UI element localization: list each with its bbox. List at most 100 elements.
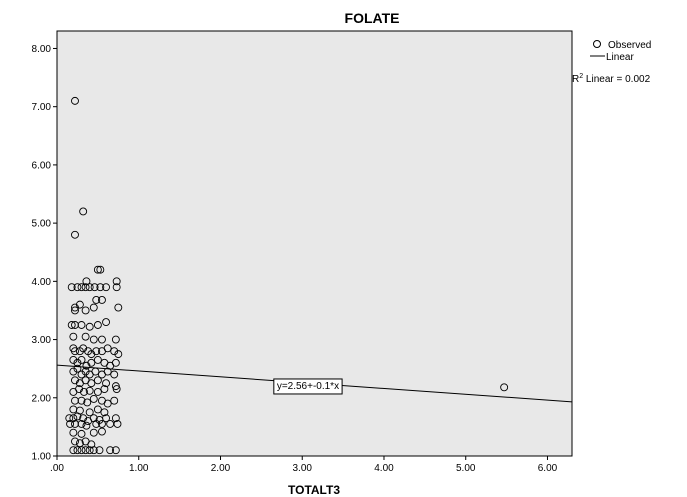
y-tick-label: 8.00 <box>32 44 52 55</box>
data-point <box>89 428 98 437</box>
legend-r2-label: R2 Linear = 0.002 <box>572 73 651 85</box>
y-tick-label: 5.00 <box>32 219 52 230</box>
data-point <box>92 420 101 428</box>
data-point <box>112 385 121 393</box>
data-point <box>114 350 123 359</box>
data-point <box>113 420 122 428</box>
legend-r2-sup: 2 <box>579 73 583 80</box>
data-point <box>77 370 86 379</box>
legend-r2-prefix: R <box>572 74 579 85</box>
data-point <box>89 335 98 344</box>
data-point <box>102 414 110 423</box>
data-point <box>98 335 106 344</box>
data-point <box>69 332 78 341</box>
data-point <box>82 277 91 286</box>
x-tick-label: 2.00 <box>211 463 231 474</box>
data-point <box>111 446 120 455</box>
data-point <box>71 321 79 329</box>
data-point <box>77 420 86 428</box>
data-point <box>71 306 79 315</box>
data-point <box>98 427 106 436</box>
data-point <box>67 321 76 329</box>
data-point <box>85 283 94 292</box>
data-point <box>73 446 82 455</box>
data-point <box>77 321 86 329</box>
legend-linear-label: Linear <box>606 52 634 63</box>
data-point <box>77 283 86 292</box>
data-point <box>500 383 509 392</box>
data-point <box>81 306 90 315</box>
data-point <box>71 420 79 428</box>
data-point <box>98 296 106 304</box>
data-point <box>89 303 98 312</box>
data-point <box>89 446 98 455</box>
data-point <box>87 379 96 388</box>
data-point <box>85 386 94 395</box>
data-point <box>106 446 115 455</box>
data-point <box>73 283 82 292</box>
data-point <box>112 277 121 286</box>
data-point <box>82 421 91 430</box>
data-point <box>90 283 99 292</box>
fit-line-group: y=2.56+-0.1*x <box>56 364 573 403</box>
data-point <box>85 322 94 331</box>
data-point <box>93 321 102 329</box>
data-point <box>110 396 119 405</box>
data-point <box>93 355 102 364</box>
data-point <box>77 396 86 405</box>
data-point <box>95 446 104 455</box>
data-point <box>80 388 88 396</box>
data-point <box>81 446 90 455</box>
data-point <box>87 358 96 367</box>
x-tick-label: 3.00 <box>293 463 313 474</box>
data-point <box>85 446 94 455</box>
data-point <box>110 370 119 379</box>
x-tick-label: 6.00 <box>538 463 558 474</box>
data-point <box>93 265 102 274</box>
data-point <box>69 446 78 455</box>
data-point <box>77 446 86 455</box>
x-tick-label: 5.00 <box>456 463 476 474</box>
x-tick-label: 1.00 <box>129 463 149 474</box>
y-tick-label: 6.00 <box>32 160 52 171</box>
equation-box <box>273 378 343 395</box>
data-point <box>111 358 120 367</box>
data-point <box>92 296 101 304</box>
data-point <box>81 283 90 292</box>
data-point <box>71 303 79 312</box>
data-point <box>111 414 120 423</box>
y-tick-label: 7.00 <box>32 102 52 113</box>
data-point <box>93 405 102 414</box>
legend-r2-text: Linear = 0.002 <box>583 74 650 85</box>
y-tick-label: 1.00 <box>32 452 52 463</box>
data-point <box>81 332 90 341</box>
data-point <box>73 412 82 421</box>
x-axis-title: TOTALT3 <box>288 483 340 497</box>
data-point <box>103 344 112 353</box>
data-point <box>71 437 79 446</box>
y-tick-label: 4.00 <box>32 277 52 288</box>
data-points <box>65 96 509 455</box>
data-point <box>83 398 92 407</box>
legend-observed-label: Observed <box>608 40 651 51</box>
legend-observed-marker <box>593 40 601 48</box>
data-point <box>103 367 112 376</box>
data-point <box>85 408 94 417</box>
data-point <box>96 265 105 274</box>
y-tick-label: 3.00 <box>32 335 52 346</box>
data-point <box>111 382 120 391</box>
data-point <box>89 394 98 403</box>
data-point <box>71 347 79 356</box>
data-point <box>69 367 78 376</box>
x-tick-label: 4.00 <box>374 463 394 474</box>
data-point <box>77 429 86 438</box>
data-point <box>93 388 102 396</box>
data-point <box>96 283 105 292</box>
data-point <box>92 347 101 356</box>
data-point <box>102 379 110 388</box>
data-point <box>79 207 88 216</box>
data-point <box>110 347 119 356</box>
data-point <box>69 428 78 437</box>
data-point <box>112 283 121 292</box>
